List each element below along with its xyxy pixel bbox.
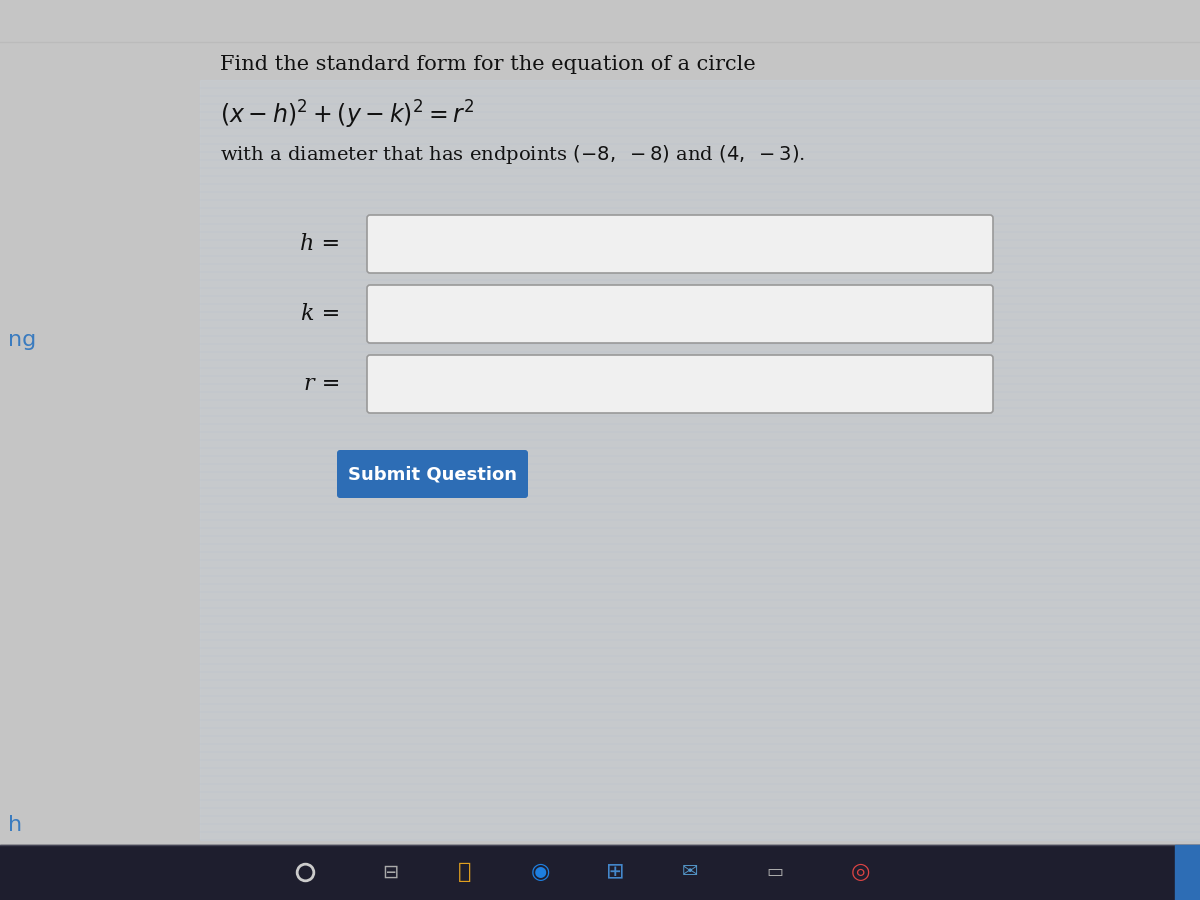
Text: k =: k = [301, 303, 340, 325]
Text: ⊟: ⊟ [382, 862, 398, 881]
Text: ◎: ◎ [851, 862, 870, 882]
FancyBboxPatch shape [367, 285, 994, 343]
Text: h =: h = [300, 233, 340, 255]
Text: ▭: ▭ [767, 863, 784, 881]
Bar [0, 845, 1200, 900]
Text: ⊞: ⊞ [606, 862, 624, 882]
Text: Submit Question: Submit Question [348, 465, 517, 483]
Bar [200, 80, 1200, 840]
FancyBboxPatch shape [367, 355, 994, 413]
Text: 🗂: 🗂 [458, 862, 472, 882]
Text: ✉: ✉ [682, 862, 698, 881]
FancyBboxPatch shape [337, 450, 528, 498]
Text: Find the standard form for the equation of a circle: Find the standard form for the equation … [220, 56, 756, 75]
Text: ◉: ◉ [530, 862, 550, 882]
Text: $(x-h)^2+(y-k)^2=r^2$: $(x-h)^2+(y-k)^2=r^2$ [220, 99, 474, 131]
Text: r =: r = [304, 373, 340, 395]
Text: with a diameter that has endpoints $(-8,\ -8)$ and $(4,\ -3)$.: with a diameter that has endpoints $(-8,… [220, 143, 805, 166]
FancyBboxPatch shape [367, 215, 994, 273]
Text: ng: ng [8, 330, 36, 350]
Bar [1175, 845, 1200, 900]
Text: h: h [8, 815, 22, 835]
